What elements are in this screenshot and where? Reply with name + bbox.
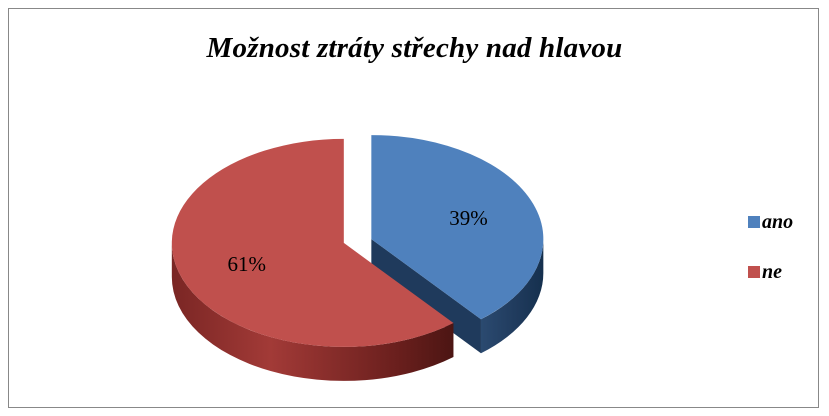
pie-slice-ano [371,135,544,320]
legend-item-ne: ne [748,260,824,284]
data-label-ano: 39% [449,206,488,230]
legend-swatch-ne [748,266,760,278]
legend: ano ne [748,210,824,310]
labels-layer: 39% 61% [227,206,487,276]
legend-item-ano: ano [748,210,824,234]
pie-slice-side-ano [480,239,544,354]
data-label-ne: 61% [227,252,266,276]
legend-swatch-ano [748,216,760,228]
pie-slice-ne [171,138,454,347]
pie-slice-side-ne [171,242,454,381]
legend-label-ne: ne [762,260,782,283]
chart-title: Možnost ztráty střechy nad hlavou [206,32,623,64]
slices-layer [171,135,544,381]
legend-label-ano: ano [762,210,794,233]
pie-slice-cut-ano [371,239,481,354]
